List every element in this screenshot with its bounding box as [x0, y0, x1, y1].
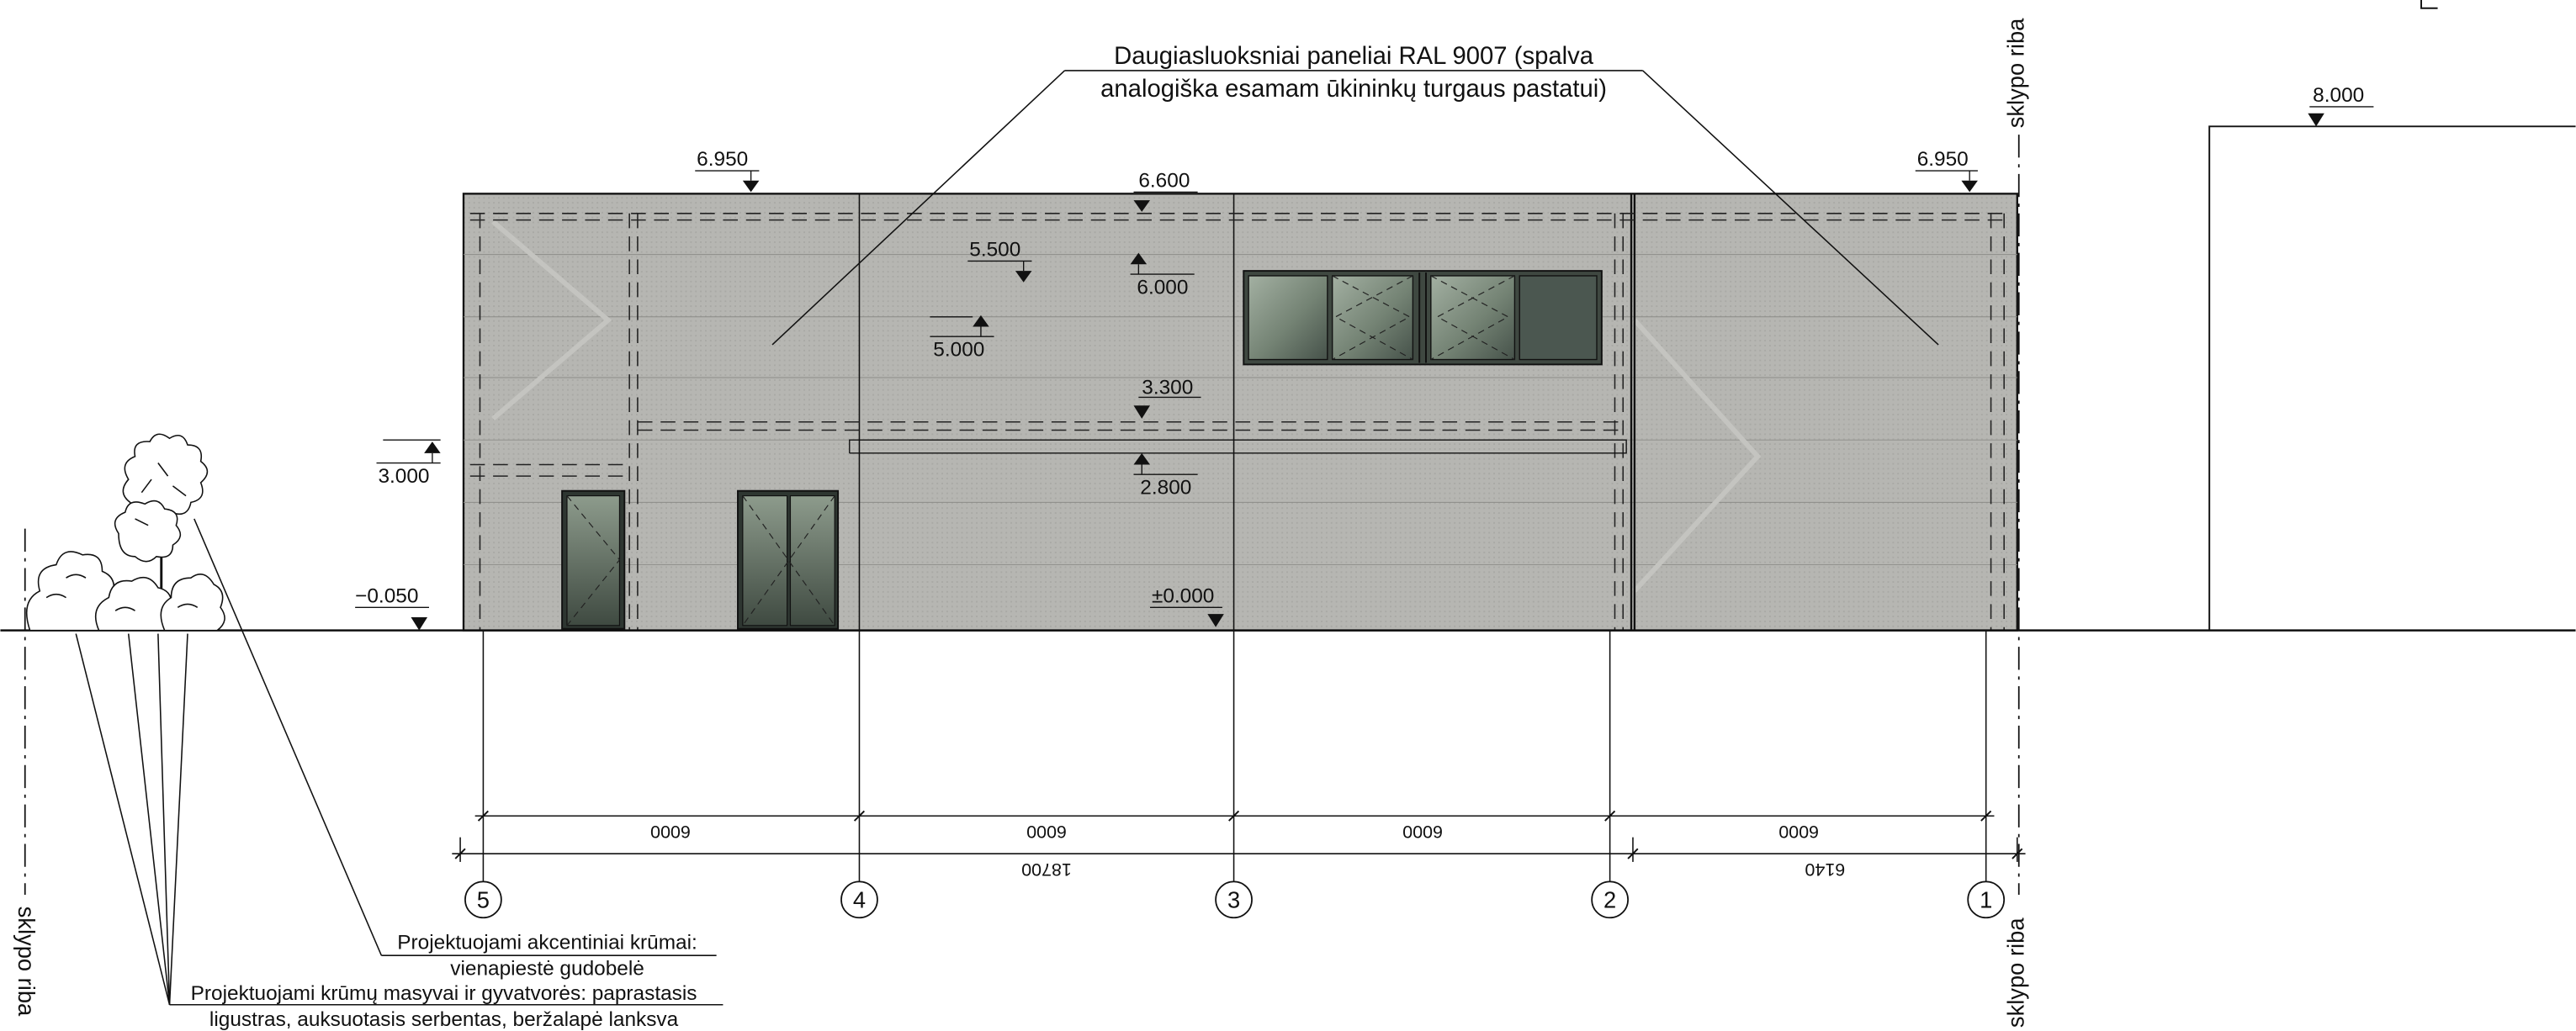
svg-text:2.800: 2.800	[1140, 477, 1191, 500]
hidden-lines	[469, 213, 2011, 631]
shade-chevron-right	[1632, 318, 1762, 593]
svg-text:3.000: 3.000	[378, 465, 429, 488]
title-note-leaders	[771, 70, 1939, 346]
svg-text:1: 1	[1980, 887, 1992, 913]
svg-text:6000: 6000	[1402, 822, 1443, 842]
svg-text:6.950: 6.950	[1917, 148, 1969, 171]
svg-text:4: 4	[853, 887, 866, 913]
axis-lines	[459, 630, 2018, 882]
svg-text:5.500: 5.500	[969, 239, 1020, 262]
band-outline	[849, 439, 1627, 454]
level-6000: 6.000	[1130, 252, 1195, 299]
plot-boundary-label-top: sklypo riba	[2003, 18, 2029, 128]
structure-lines	[858, 193, 1636, 631]
axis-bubble-1: 1	[1967, 880, 2006, 919]
note-accent-shrubs-line2: vienapiestė gudobelė	[450, 958, 644, 981]
level-markers: 6.950 6.600 6.950 8.000 5.500	[355, 84, 2374, 631]
svg-text:5: 5	[477, 887, 490, 913]
level-3000: 3.000	[376, 439, 441, 488]
note-accent-shrubs-line1: Projektuojami akcentiniai krūmai:	[397, 931, 697, 954]
level-roof-right: 6.950	[1915, 148, 1978, 193]
svg-text:8.000: 8.000	[2313, 84, 2364, 107]
door-single	[561, 489, 626, 630]
door-double	[737, 489, 840, 630]
shade-chevron-left	[491, 219, 612, 421]
svg-text:6.600: 6.600	[1138, 170, 1190, 193]
landscape-leaders	[75, 518, 724, 1006]
svg-text:18700: 18700	[1021, 859, 1072, 880]
axis-bubble-3: 3	[1215, 880, 1253, 919]
level-roof-mid: 6.600	[1133, 170, 1198, 212]
axis-bubble-4: 4	[840, 880, 878, 919]
svg-text:2: 2	[1603, 887, 1616, 913]
svg-text:±0.000: ±0.000	[1152, 584, 1214, 607]
svg-text:6.000: 6.000	[1137, 276, 1188, 299]
svg-text:6140: 6140	[1805, 859, 1845, 880]
svg-text:−0.050: −0.050	[355, 584, 418, 607]
plot-boundary-label-bottom: sklypo riba	[2003, 917, 2029, 1028]
window-pane-fixed-2	[1519, 275, 1598, 361]
level-roof-left: 6.950	[695, 148, 760, 193]
svg-text:3: 3	[1227, 887, 1240, 913]
svg-text:3.300: 3.300	[1142, 377, 1193, 399]
panel-joints	[463, 254, 2017, 566]
level-5000: 5.000	[930, 315, 994, 362]
level-5500: 5.500	[967, 239, 1032, 283]
window-pane-opening-2	[1430, 275, 1516, 361]
axis-bubble-2: 2	[1591, 880, 1629, 919]
svg-text:6.950: 6.950	[697, 148, 748, 171]
neighbor-building-outline	[2208, 125, 2576, 631]
building-facade	[462, 193, 2018, 632]
svg-text:6000: 6000	[1778, 822, 1819, 842]
svg-text:6000: 6000	[1026, 822, 1067, 842]
level-neighbor: 8.000	[2308, 84, 2374, 127]
corner-mark	[2420, 0, 2438, 9]
level-zero: ±0.000	[1150, 584, 1224, 627]
axis-bubble-5: 5	[464, 880, 502, 919]
opening-marks	[1332, 275, 1515, 361]
dimension-ticks	[454, 810, 2023, 859]
facade-panels	[462, 193, 2018, 632]
window-pane-opening-1	[1332, 275, 1414, 361]
window-pane-fixed-1	[1248, 275, 1328, 361]
note-hedges-line1: Projektuojami krūmų masyvai ir gyvatvorė…	[191, 982, 697, 1005]
title-note-line2: analogiška esamam ūkininkų turgaus pasta…	[1100, 75, 1607, 103]
svg-text:5.000: 5.000	[933, 339, 984, 362]
level-2800: 2.800	[1133, 452, 1198, 500]
svg-text:6000: 6000	[650, 822, 691, 842]
level-3300: 3.300	[1133, 377, 1201, 419]
dimension-texts: 6000 6000 6000 6000 18700 6140	[650, 822, 1845, 880]
note-hedges-line2: ligustras, auksuotasis serbentas, beržal…	[209, 1008, 679, 1031]
window-strip	[1243, 270, 1603, 366]
level-ground-neg: −0.050	[355, 584, 429, 631]
plot-boundary-label-left: sklypo riba	[13, 907, 40, 1017]
shrub-group	[25, 551, 225, 632]
title-note-line1: Daugiasluoksniai paneliai RAL 9007 (spal…	[1114, 42, 1594, 70]
